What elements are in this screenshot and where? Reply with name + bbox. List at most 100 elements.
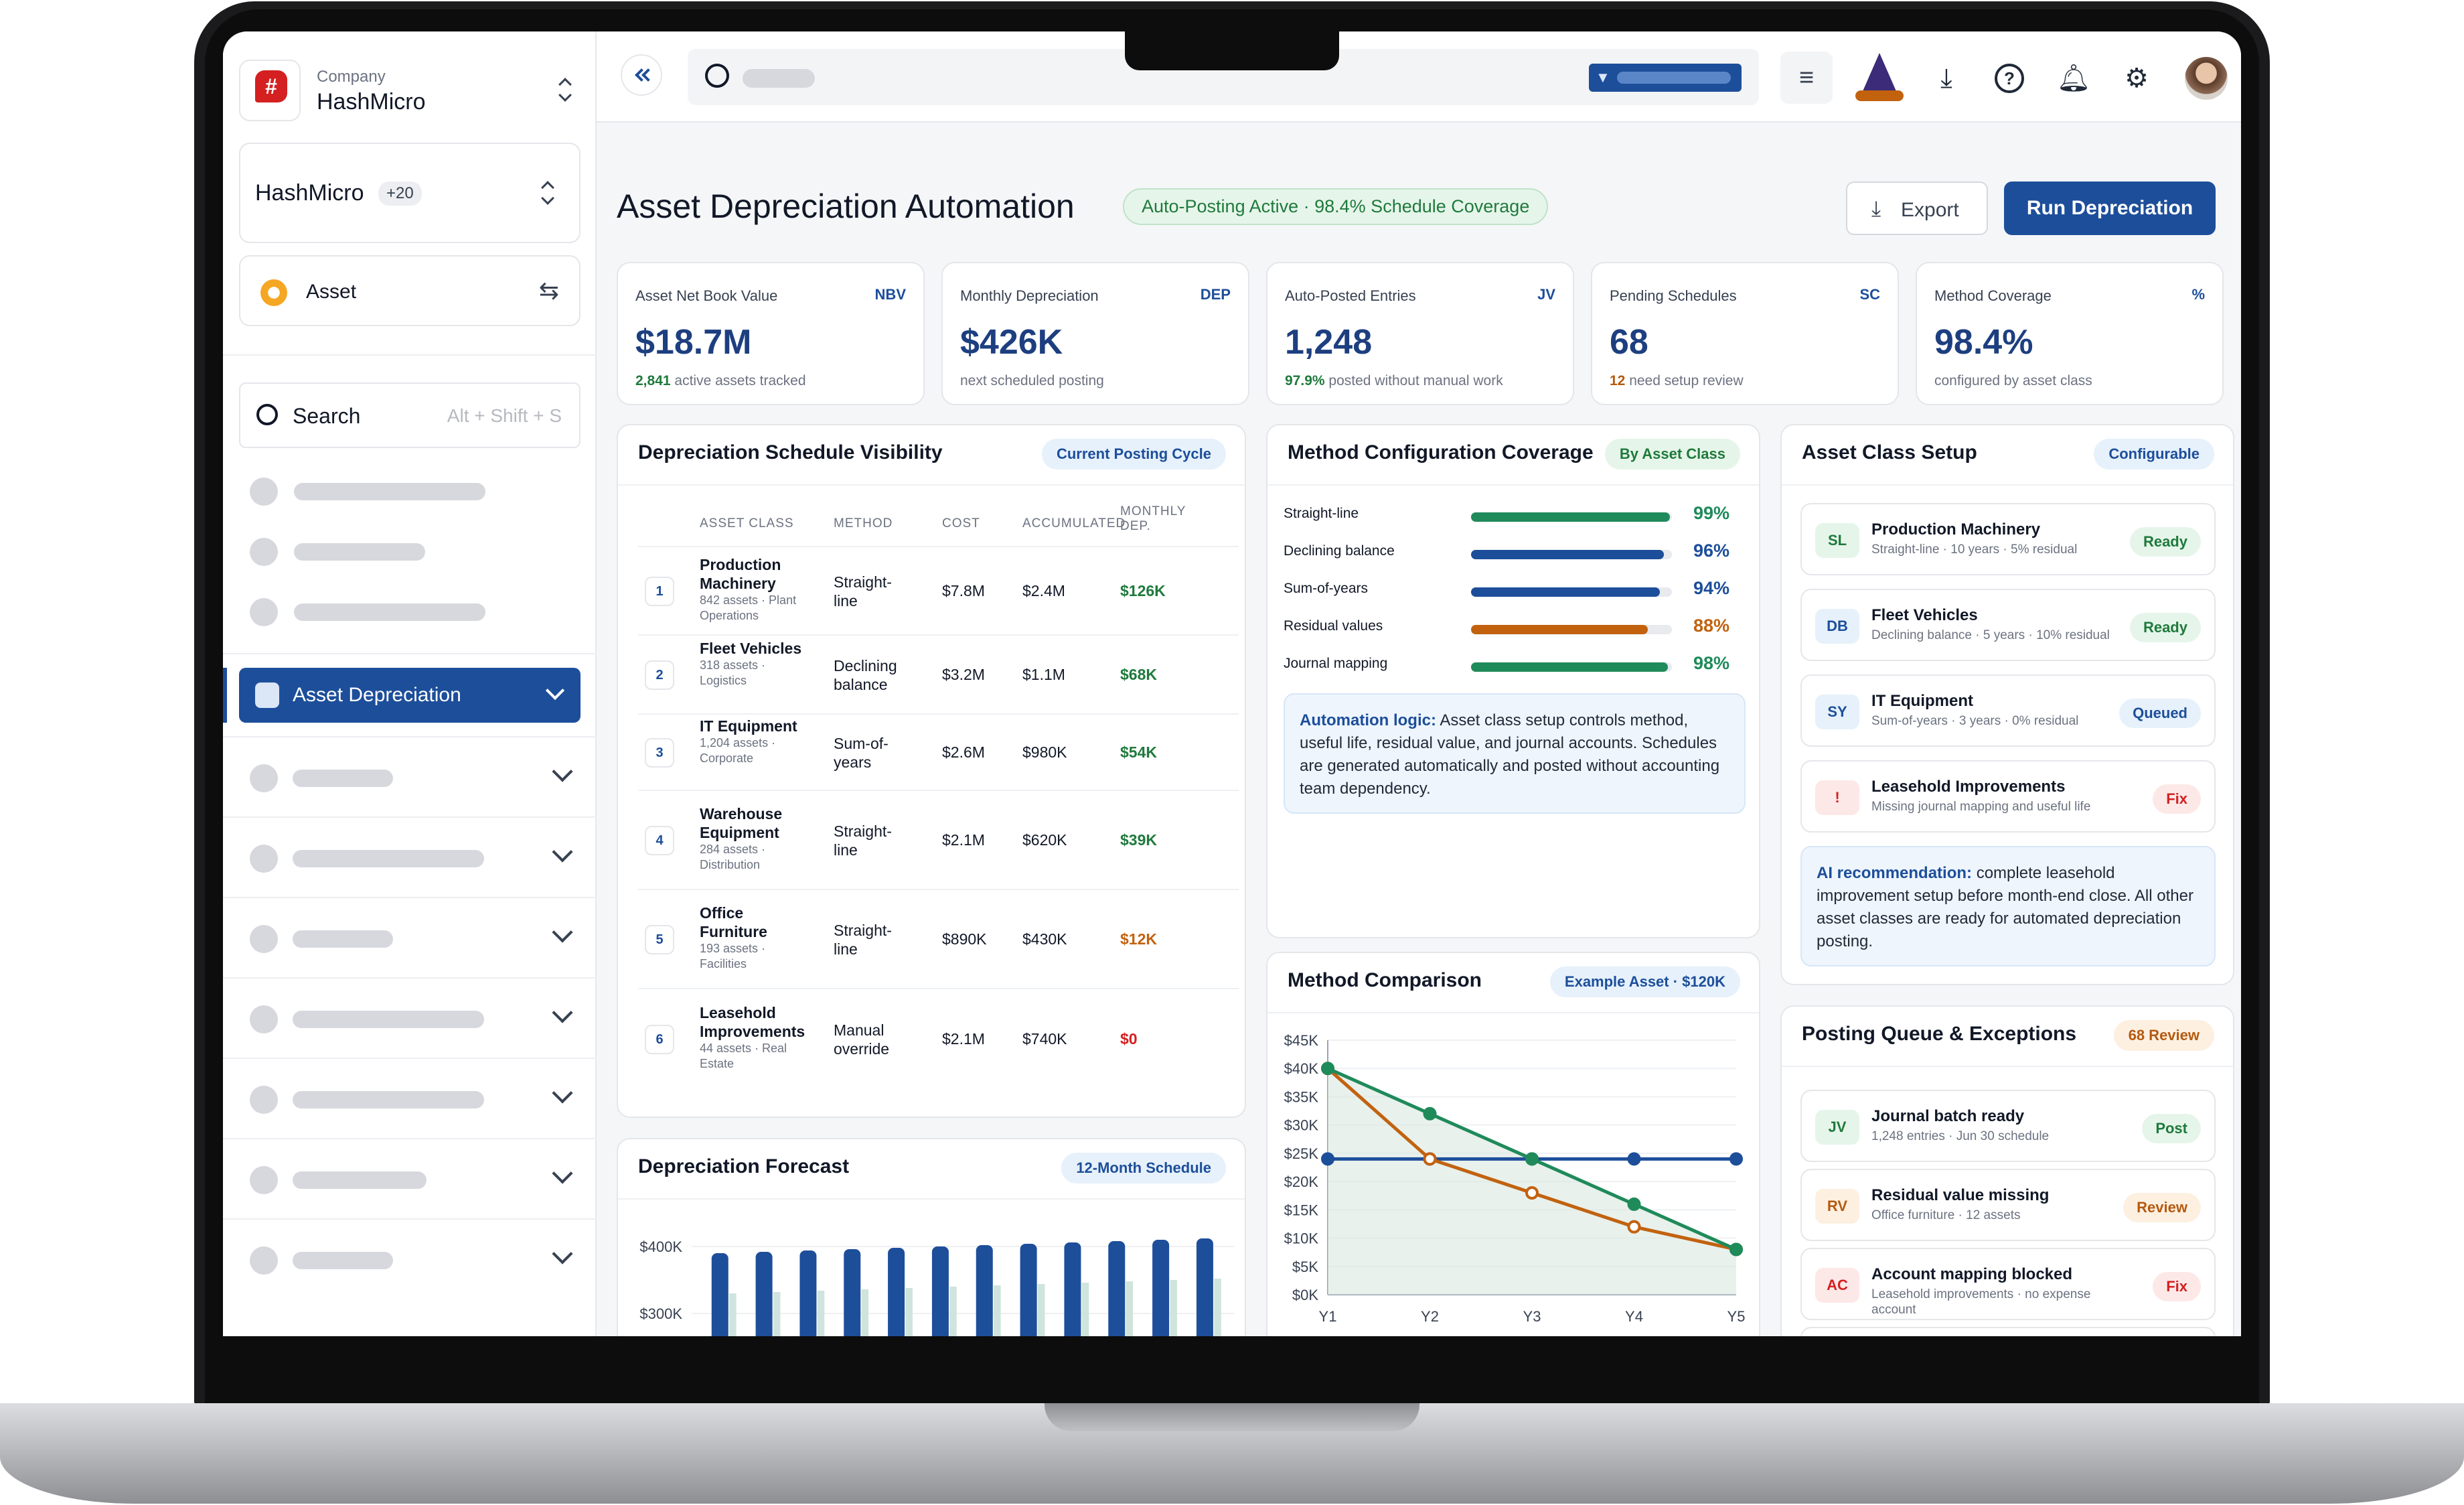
sidebar-placeholder-group[interactable] [223, 977, 597, 1056]
item-status[interactable]: Ready [2129, 527, 2201, 557]
help-icon[interactable]: ? [1992, 61, 2027, 96]
sidebar-placeholder-group[interactable] [223, 1218, 597, 1297]
kpi-card[interactable]: Monthly Depreciation DEP $426K next schedul… [941, 262, 1249, 405]
kpi-subtext: next scheduled posting [960, 373, 1104, 389]
sidebar-placeholder-group[interactable] [223, 1058, 597, 1137]
list-item[interactable]: JV Journal batch ready 1,248 entries · Jun… [1800, 1090, 2216, 1162]
asset-class-label: Leasehold Improvements [700, 1004, 805, 1040]
sidebar-placeholder-group[interactable] [223, 897, 597, 976]
data-point[interactable] [1627, 1220, 1641, 1234]
kpi-card[interactable]: Asset Net Book Value NBV $18.7M 2,841 activ… [617, 262, 925, 405]
table-row[interactable]: 3 IT Equipment 1,204 assets · Corporate Sum… [638, 713, 1239, 790]
asset-class-pill[interactable]: Configurable [2094, 439, 2214, 470]
method-coverage-panel: Method Configuration Coverage By Asset C… [1266, 424, 1760, 938]
data-point[interactable] [1627, 1152, 1641, 1166]
table-row[interactable]: 4 Warehouse Equipment 284 assets · Distrib… [638, 790, 1239, 889]
asset-class-title: Asset Class Setup [1802, 441, 1977, 463]
data-point[interactable] [1525, 1186, 1539, 1200]
forecast-bar[interactable] [888, 1248, 905, 1336]
column-header: MONTHLY DEP. [1120, 504, 1186, 533]
download-icon: ⤓ [1871, 196, 1881, 220]
forecast-bar[interactable] [1152, 1240, 1170, 1336]
data-point[interactable] [1321, 1152, 1334, 1166]
sidebar-divider [223, 653, 597, 654]
forecast-bar[interactable] [799, 1250, 817, 1336]
item-status[interactable]: Fix [2153, 1272, 2201, 1301]
data-point[interactable] [1423, 1152, 1437, 1166]
forecast-bar[interactable] [1108, 1241, 1126, 1336]
item-name: IT Equipment [1871, 692, 1973, 710]
collapse-sidebar-button[interactable] [621, 54, 662, 96]
module-switcher[interactable]: Asset ⇆ [239, 255, 581, 326]
search-label: Search [293, 404, 361, 428]
download-icon[interactable]: ⤓ [1940, 64, 1952, 93]
list-item[interactable]: DB Fleet Vehicles Declining balance · 5 ye… [1800, 589, 2216, 661]
data-point[interactable] [1423, 1106, 1437, 1121]
sidebar-placeholder-group[interactable] [223, 736, 597, 815]
forecast-title: Depreciation Forecast [638, 1155, 850, 1177]
item-status[interactable]: Fix [2153, 784, 2201, 814]
schedule-pill[interactable]: Current Posting Cycle [1041, 439, 1226, 470]
kpi-card[interactable]: Auto-Posted Entries JV 1,248 97.9% posted w… [1266, 262, 1574, 405]
item-status[interactable]: Queued [2119, 699, 2201, 728]
list-item[interactable]: ! Leasehold Improvements Missing journal m… [1800, 760, 2216, 833]
asset-class-name: Warehouse Equipment 284 assets · Distribu… [700, 804, 814, 873]
posting-queue-pill[interactable]: 68 Review [2113, 1020, 2214, 1051]
export-button[interactable]: ⤓ Export [1846, 182, 1988, 235]
settings-sliders-button[interactable]: ≡ [1780, 52, 1833, 104]
item-status[interactable]: Post [2142, 1114, 2201, 1143]
sidebar-search[interactable]: Search Alt + Shift + S [239, 382, 581, 448]
series-area [1328, 1068, 1736, 1295]
accumulated-cell: $740K [1022, 1030, 1067, 1048]
item-status[interactable]: Review [2123, 1193, 2201, 1222]
forecast-bar[interactable] [844, 1249, 861, 1336]
company-switcher[interactable]: # Company HashMicro [239, 54, 581, 125]
forecast-bar[interactable] [976, 1245, 993, 1336]
gear-icon[interactable]: ⚙ [2125, 64, 2149, 93]
data-point[interactable] [1321, 1062, 1334, 1076]
list-item[interactable]: SL Production Machinery Straight-line · 10… [1800, 503, 2216, 575]
item-status[interactable]: Ready [2129, 613, 2201, 642]
table-row[interactable]: 2 Fleet Vehicles 318 assets · Logistics Dec… [638, 634, 1239, 713]
data-point[interactable] [1525, 1152, 1539, 1166]
kpi-subtext: 97.9% posted without manual work [1285, 373, 1503, 389]
bell-icon[interactable]: 🔔︎ [2056, 64, 2091, 93]
data-point[interactable] [1627, 1197, 1641, 1211]
method-coverage-pill[interactable]: By Asset Class [1604, 439, 1740, 470]
forecast-bar[interactable] [755, 1252, 773, 1336]
x-tick-label: Y4 [1625, 1308, 1643, 1325]
table-row[interactable]: 1 Production Machinery 842 assets · Plant … [638, 546, 1239, 634]
sidebar-placeholder-group[interactable] [223, 1138, 597, 1217]
kpi-sub-text: need setup review [1629, 373, 1744, 388]
column-header: METHOD [834, 516, 893, 530]
item-detail: Missing journal mapping and useful life [1871, 800, 2091, 814]
table-row[interactable]: 6 Leasehold Improvements 44 assets · Real … [638, 988, 1239, 1088]
forecast-pill[interactable]: 12-Month Schedule [1061, 1153, 1226, 1184]
wizard-hat-icon[interactable] [1853, 49, 1906, 105]
kpi-card[interactable]: Method Coverage% 98.4% configured by asset… [1916, 262, 2224, 405]
forecast-bar[interactable] [1196, 1238, 1213, 1336]
forecast-bar[interactable] [711, 1253, 728, 1336]
forecast-bar[interactable] [931, 1246, 949, 1336]
sidebar-placeholder-group[interactable] [223, 816, 597, 895]
y-tick-label: $30K [1284, 1117, 1319, 1134]
schedule-title: Depreciation Schedule Visibility [638, 441, 943, 463]
list-item[interactable]: RV Residual value missing Office furniture… [1800, 1169, 2216, 1241]
data-point[interactable] [1729, 1242, 1743, 1257]
workspace-switcher[interactable]: HashMicro +20 [239, 143, 581, 243]
kpi-card[interactable]: Pending Schedules SC 68 12 need setup revie… [1591, 262, 1899, 405]
list-item[interactable]: AC Account mapping blocked Leasehold impro… [1800, 1248, 2216, 1320]
filter-chip[interactable]: ▼ [1589, 64, 1742, 92]
table-row[interactable]: 5 Office Furniture 193 assets · Facilities… [638, 889, 1239, 988]
sidebar-item-asset-depreciation[interactable]: Asset Depreciation [239, 668, 581, 723]
swap-icon[interactable]: ⇆ [538, 277, 559, 304]
run-depreciation-button[interactable]: Run Depreciation [2004, 182, 2216, 235]
forecast-bar[interactable] [1064, 1242, 1081, 1336]
data-point[interactable] [1729, 1152, 1743, 1166]
list-item[interactable]: SY IT Equipment Sum-of-years · 3 years · 0… [1800, 674, 2216, 747]
forecast-bar[interactable] [1020, 1244, 1037, 1336]
kpi-value: 98.4% [1934, 323, 2033, 362]
method-comparison-pill[interactable]: Example Asset · $120K [1549, 966, 1740, 997]
user-avatar[interactable] [2185, 57, 2228, 100]
list-item[interactable]: Audit trail generated [1800, 1327, 2216, 1336]
